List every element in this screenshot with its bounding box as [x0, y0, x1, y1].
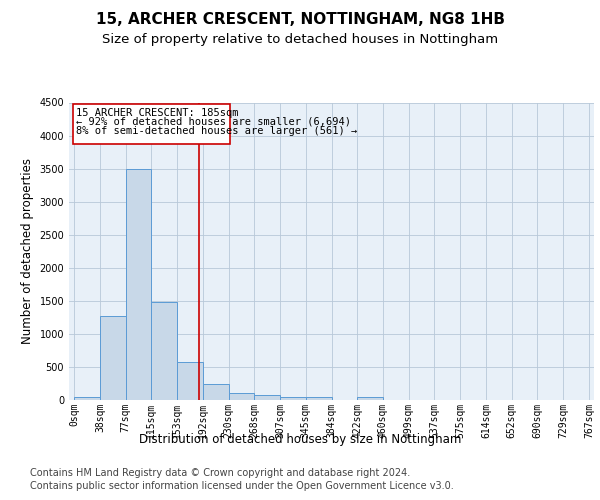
Bar: [73, 104, 230, 144]
Bar: [306, 396, 331, 400]
Text: Distribution of detached houses by size in Nottingham: Distribution of detached houses by size …: [139, 432, 461, 446]
Bar: [177, 362, 203, 400]
Bar: [100, 316, 125, 400]
Y-axis label: Number of detached properties: Number of detached properties: [21, 158, 34, 344]
Bar: [280, 396, 306, 400]
Text: Size of property relative to detached houses in Nottingham: Size of property relative to detached ho…: [102, 32, 498, 46]
Bar: [357, 396, 383, 400]
Text: 15 ARCHER CRESCENT: 185sqm: 15 ARCHER CRESCENT: 185sqm: [76, 108, 239, 118]
Bar: [125, 168, 151, 400]
Text: 15, ARCHER CRESCENT, NOTTINGHAM, NG8 1HB: 15, ARCHER CRESCENT, NOTTINGHAM, NG8 1HB: [95, 12, 505, 28]
Bar: [203, 384, 229, 400]
Bar: [74, 398, 100, 400]
Text: ← 92% of detached houses are smaller (6,694): ← 92% of detached houses are smaller (6,…: [76, 116, 351, 126]
Text: Contains HM Land Registry data © Crown copyright and database right 2024.: Contains HM Land Registry data © Crown c…: [30, 468, 410, 477]
Text: 8% of semi-detached houses are larger (561) →: 8% of semi-detached houses are larger (5…: [76, 126, 358, 136]
Bar: [254, 394, 280, 400]
Text: Contains public sector information licensed under the Open Government Licence v3: Contains public sector information licen…: [30, 481, 454, 491]
Bar: [151, 302, 177, 400]
Bar: [229, 392, 254, 400]
